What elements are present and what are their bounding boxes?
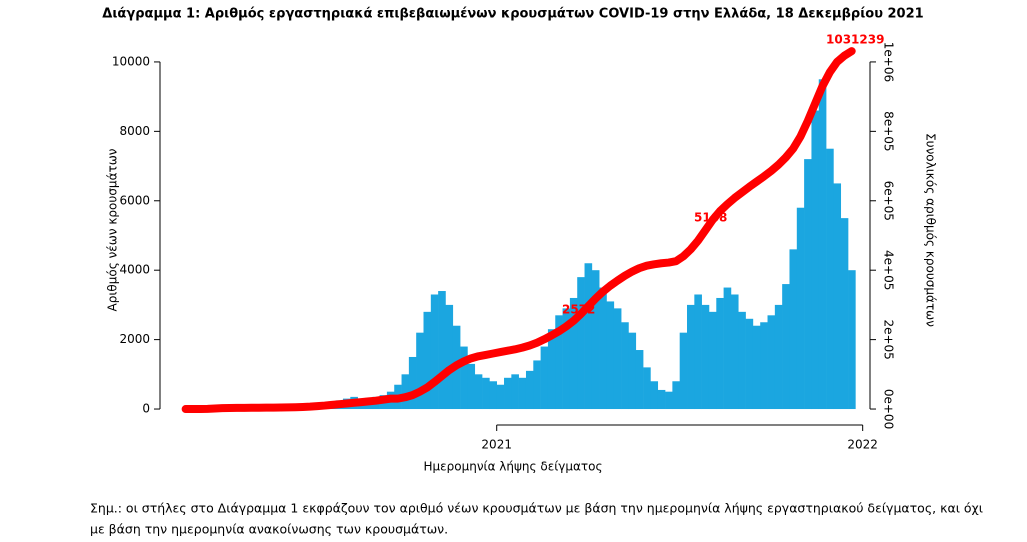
bar — [599, 288, 607, 409]
bar — [833, 183, 841, 409]
annotation: 5168 — [694, 211, 727, 225]
y2-axis-label: Συνολικός αριθμός κρουσμάτων — [924, 133, 938, 327]
bar — [819, 79, 827, 409]
bar — [724, 288, 732, 409]
x-tick-label: 2022 — [847, 438, 878, 452]
y2-tick-label: 8e+05 — [882, 111, 896, 151]
bar — [475, 374, 483, 409]
bar — [716, 298, 724, 409]
chart-title: Διάγραμμα 1: Αριθμός εργαστηριακά επιβεβ… — [102, 7, 923, 22]
bar — [424, 312, 432, 409]
plot-area: 0 2000 4000 6000 8000 10000 0e+00 2e+05 4e+05 6e+… — [112, 42, 896, 452]
bar — [621, 322, 629, 409]
y2-tick-label: 6e+05 — [882, 181, 896, 221]
bar — [489, 381, 497, 409]
bar — [409, 357, 417, 409]
bar — [672, 381, 680, 409]
bar — [775, 305, 783, 409]
note: με βάση την ημερομηνία ανακοίνωσης των κ… — [90, 522, 448, 537]
bar — [826, 149, 834, 409]
bar — [694, 294, 702, 409]
bar — [841, 218, 849, 409]
bar — [431, 294, 439, 409]
bar — [416, 333, 424, 409]
note: Σημ.: οι στήλες στο Διάγραμμα 1 εκφράζου… — [90, 501, 983, 516]
bar — [460, 347, 468, 409]
bar — [848, 270, 856, 409]
bar — [768, 315, 776, 409]
bar — [658, 390, 666, 409]
y2-tick-label: 1e+06 — [882, 42, 896, 82]
bar — [585, 263, 593, 409]
bar — [804, 159, 812, 409]
y2-tick-label: 0e+00 — [882, 389, 896, 429]
bar — [636, 350, 644, 409]
bar — [467, 364, 475, 409]
y-tick-label: 10000 — [112, 54, 150, 68]
bar — [782, 284, 790, 409]
bar — [687, 305, 695, 409]
bar — [504, 378, 512, 409]
bar — [797, 208, 805, 409]
y-axis-label: Αριθμός νέων κρουσμάτων — [106, 148, 120, 311]
y-tick-label: 4000 — [119, 263, 150, 277]
y-tick-label: 8000 — [119, 124, 150, 138]
bar — [519, 378, 527, 409]
bar — [731, 294, 739, 409]
x-axis-label: Ημερομηνία λήψης δείγματος — [423, 460, 602, 474]
bar — [643, 367, 651, 409]
bar — [438, 291, 446, 409]
bar — [789, 249, 797, 409]
bar — [614, 308, 622, 409]
bar — [709, 312, 717, 409]
bar — [445, 305, 453, 409]
bar — [533, 360, 541, 409]
bar — [760, 322, 768, 409]
annotation: 1031239 — [826, 33, 884, 47]
bar — [680, 333, 688, 409]
y-tick-label: 0 — [142, 402, 150, 416]
bar — [482, 378, 490, 409]
bar — [628, 333, 636, 409]
bar — [753, 326, 761, 409]
bar — [811, 111, 819, 410]
y2-tick-label: 2e+05 — [882, 319, 896, 359]
bar — [577, 277, 585, 409]
bar — [702, 305, 710, 409]
bar — [511, 374, 519, 409]
bar — [746, 319, 754, 409]
annotation: 2572 — [562, 303, 595, 317]
bar — [497, 385, 505, 409]
bar — [402, 374, 410, 409]
y2-tick-label: 4e+05 — [882, 250, 896, 290]
bar — [541, 347, 549, 409]
bar — [665, 392, 673, 409]
bar — [650, 381, 658, 409]
bar — [606, 301, 614, 409]
x-tick-label: 2021 — [481, 438, 512, 452]
y-tick-label: 2000 — [119, 332, 150, 346]
y-tick-label: 6000 — [119, 193, 150, 207]
bar — [738, 312, 746, 409]
bar — [526, 371, 534, 409]
